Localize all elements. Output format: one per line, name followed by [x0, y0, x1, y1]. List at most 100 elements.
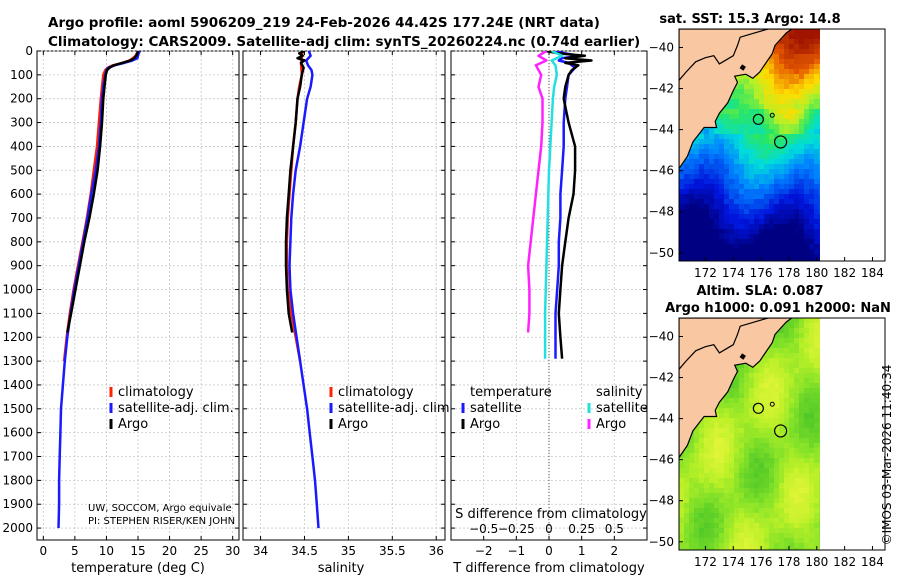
- heatmap-cell: [764, 144, 770, 150]
- heatmap-cell: [804, 179, 810, 185]
- heatmap-cell: [729, 134, 735, 140]
- heatmap-cell: [694, 543, 700, 549]
- heatmap-cell: [719, 144, 725, 150]
- heatmap-cell: [744, 149, 750, 155]
- heatmap-cell: [729, 199, 735, 205]
- heatmap-cell: [804, 318, 810, 324]
- heatmap-cell: [694, 513, 700, 519]
- heatmap-cell: [789, 84, 795, 90]
- heatmap-cell: [694, 149, 700, 155]
- heatmap-cell: [729, 458, 735, 464]
- heatmap-cell: [744, 184, 750, 190]
- heatmap-cell: [759, 523, 765, 529]
- heatmap-cell: [779, 129, 785, 135]
- heatmap-cell: [774, 348, 780, 354]
- heatmap-cell: [799, 114, 805, 120]
- heatmap-cell: [744, 119, 750, 125]
- heatmap-cell: [804, 333, 810, 339]
- heatmap-cell: [739, 543, 745, 549]
- heatmap-cell: [744, 164, 750, 170]
- heatmap-cell: [764, 239, 770, 245]
- heatmap-cell: [764, 423, 770, 429]
- heatmap-cell: [709, 433, 715, 439]
- heatmap-cell: [784, 179, 790, 185]
- heatmap-cell: [784, 403, 790, 409]
- heatmap-cell: [794, 229, 800, 235]
- heatmap-cell: [754, 538, 760, 544]
- heatmap-cell: [759, 169, 765, 175]
- heatmap-cell: [784, 538, 790, 544]
- heatmap-cell: [714, 199, 720, 205]
- heatmap-cell: [734, 219, 740, 225]
- heatmap-cell: [799, 373, 805, 379]
- heatmap-cell: [799, 254, 805, 260]
- heatmap-cell: [779, 328, 785, 334]
- heatmap-cell: [759, 139, 765, 145]
- heatmap-cell: [789, 333, 795, 339]
- heatmap-cell: [809, 383, 815, 389]
- heatmap-cell: [809, 328, 815, 334]
- heatmap-cell: [779, 458, 785, 464]
- heatmap-cell: [699, 538, 705, 544]
- heatmap-cell: [754, 408, 760, 414]
- heatmap-cell: [749, 224, 755, 230]
- heatmap-cell: [784, 154, 790, 160]
- heatmap-cell: [809, 498, 815, 504]
- heatmap-cell: [724, 234, 730, 240]
- heatmap-cell: [744, 129, 750, 135]
- heatmap-cell: [719, 114, 725, 120]
- heatmap-cell: [734, 528, 740, 534]
- heatmap-cell: [809, 154, 815, 160]
- heatmap-cell: [704, 543, 710, 549]
- heatmap-cell: [759, 119, 765, 125]
- heatmap-cell: [724, 418, 730, 424]
- heatmap-cell: [694, 538, 700, 544]
- heatmap-cell: [704, 154, 710, 160]
- heatmap-cell: [684, 533, 690, 539]
- heatmap-cell: [704, 239, 710, 245]
- heatmap-cell: [764, 528, 770, 534]
- heatmap-cell: [764, 229, 770, 235]
- heatmap-cell: [729, 254, 735, 260]
- heatmap-cell: [779, 254, 785, 260]
- map-lon-label: 172: [694, 555, 717, 569]
- heatmap-cell: [744, 174, 750, 180]
- heatmap-cell: [694, 508, 700, 514]
- heatmap-cell: [809, 488, 815, 494]
- heatmap-cell: [814, 343, 820, 349]
- heatmap-cell: [794, 69, 800, 75]
- heatmap-cell: [764, 513, 770, 519]
- heatmap-cell: [769, 418, 775, 424]
- heatmap-cell: [784, 239, 790, 245]
- heatmap-cell: [689, 194, 695, 200]
- heatmap-cell: [719, 164, 725, 170]
- heatmap-cell: [809, 54, 815, 60]
- heatmap-cell: [779, 204, 785, 210]
- heatmap-cell: [764, 498, 770, 504]
- heatmap-cell: [774, 99, 780, 105]
- heatmap-cell: [694, 254, 700, 260]
- heatmap-cell: [804, 338, 810, 344]
- heatmap-cell: [794, 328, 800, 334]
- heatmap-cell: [729, 398, 735, 404]
- heatmap-cell: [774, 149, 780, 155]
- heatmap-cell: [739, 204, 745, 210]
- heatmap-cell: [684, 473, 690, 479]
- heatmap-cell: [784, 413, 790, 419]
- heatmap-cell: [819, 488, 820, 494]
- heatmap-cell: [774, 368, 780, 374]
- heatmap-cell: [684, 453, 690, 459]
- heatmap-cell: [819, 363, 820, 369]
- heatmap-cell: [789, 39, 795, 45]
- heatmap-cell: [789, 483, 795, 489]
- sst-map-title: sat. SST: 15.3 Argo: 14.8: [659, 12, 840, 27]
- heatmap-cell: [729, 438, 735, 444]
- heatmap-cell: [794, 179, 800, 185]
- heatmap-cell: [764, 398, 770, 404]
- heatmap-cell: [779, 164, 785, 170]
- heatmap-cell: [714, 543, 720, 549]
- heatmap-cell: [729, 538, 735, 544]
- sal-legend-argo-label: Argo: [338, 417, 368, 432]
- heatmap-cell: [759, 219, 765, 225]
- heatmap-cell: [719, 184, 725, 190]
